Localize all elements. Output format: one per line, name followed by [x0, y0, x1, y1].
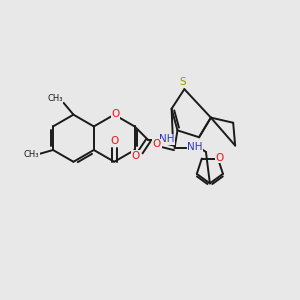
Text: S: S — [179, 77, 186, 87]
Text: O: O — [110, 136, 118, 146]
Text: O: O — [111, 109, 119, 119]
Text: O: O — [131, 151, 140, 161]
Text: NH: NH — [188, 142, 203, 152]
Text: CH₃: CH₃ — [24, 150, 39, 159]
Text: NH: NH — [159, 134, 175, 144]
Text: O: O — [153, 139, 161, 149]
Text: CH₃: CH₃ — [47, 94, 62, 103]
Text: O: O — [216, 152, 224, 163]
